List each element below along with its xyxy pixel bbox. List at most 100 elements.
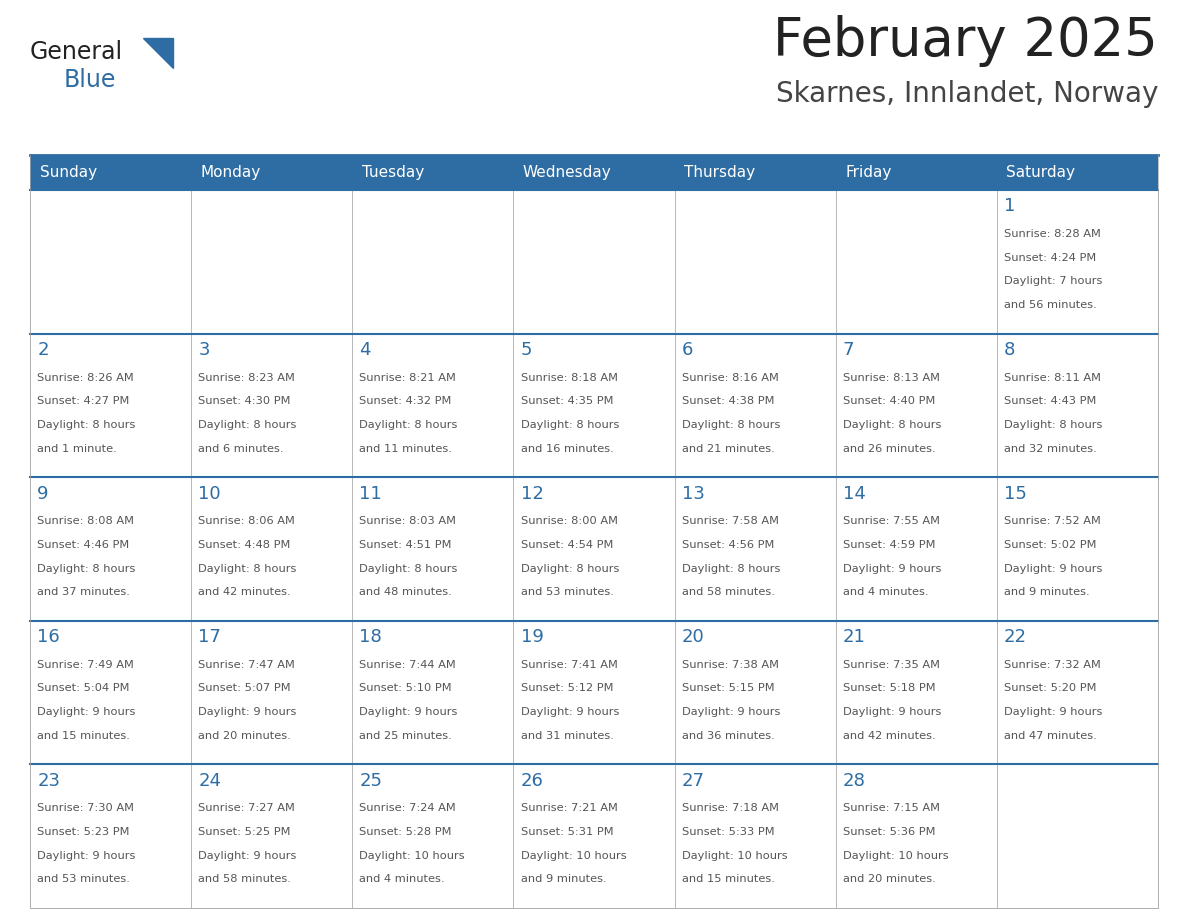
Text: Tuesday: Tuesday (362, 165, 424, 180)
Bar (353, 333, 513, 477)
Text: Sunrise: 7:58 AM: Sunrise: 7:58 AM (682, 516, 778, 526)
Text: Daylight: 9 hours: Daylight: 9 hours (198, 851, 297, 861)
Bar (675, 477, 835, 621)
Text: 15: 15 (1004, 485, 1026, 502)
Text: and 20 minutes.: and 20 minutes. (198, 731, 291, 741)
Text: Sunrise: 7:55 AM: Sunrise: 7:55 AM (842, 516, 940, 526)
Text: 1: 1 (1004, 197, 1016, 216)
Text: Sunset: 4:24 PM: Sunset: 4:24 PM (1004, 252, 1097, 263)
Text: and 32 minutes.: and 32 minutes. (1004, 443, 1097, 453)
Text: Sunrise: 7:18 AM: Sunrise: 7:18 AM (682, 803, 778, 813)
Text: Sunset: 4:54 PM: Sunset: 4:54 PM (520, 540, 613, 550)
Text: Daylight: 9 hours: Daylight: 9 hours (842, 564, 941, 574)
Text: and 11 minutes.: and 11 minutes. (360, 443, 453, 453)
Bar (353, 190, 513, 333)
Bar (191, 477, 353, 621)
Text: Sunrise: 8:21 AM: Sunrise: 8:21 AM (360, 373, 456, 383)
Bar (675, 621, 835, 765)
Bar (30, 333, 191, 477)
Text: Sunset: 5:02 PM: Sunset: 5:02 PM (1004, 540, 1097, 550)
Text: Sunrise: 8:00 AM: Sunrise: 8:00 AM (520, 516, 618, 526)
Text: 14: 14 (842, 485, 866, 502)
Bar (997, 190, 1158, 333)
Bar (835, 621, 997, 765)
Text: and 26 minutes.: and 26 minutes. (842, 443, 935, 453)
Text: Blue: Blue (63, 68, 115, 92)
Text: 20: 20 (682, 628, 704, 646)
Text: 21: 21 (842, 628, 866, 646)
Text: and 15 minutes.: and 15 minutes. (37, 731, 129, 741)
Text: 12: 12 (520, 485, 543, 502)
Text: Sunrise: 7:32 AM: Sunrise: 7:32 AM (1004, 660, 1101, 670)
Bar (513, 477, 675, 621)
Text: Daylight: 8 hours: Daylight: 8 hours (520, 564, 619, 574)
Text: 11: 11 (360, 485, 383, 502)
Text: Sunset: 4:48 PM: Sunset: 4:48 PM (198, 540, 291, 550)
Text: Sunrise: 7:49 AM: Sunrise: 7:49 AM (37, 660, 134, 670)
Text: Daylight: 10 hours: Daylight: 10 hours (360, 851, 465, 861)
Text: Sunrise: 8:11 AM: Sunrise: 8:11 AM (1004, 373, 1101, 383)
Bar (997, 333, 1158, 477)
Text: Skarnes, Innlandet, Norway: Skarnes, Innlandet, Norway (776, 80, 1158, 108)
Text: Daylight: 9 hours: Daylight: 9 hours (682, 707, 781, 717)
Text: Sunset: 4:51 PM: Sunset: 4:51 PM (360, 540, 451, 550)
Text: Sunset: 5:20 PM: Sunset: 5:20 PM (1004, 683, 1097, 693)
Text: Sunset: 5:10 PM: Sunset: 5:10 PM (360, 683, 453, 693)
Text: 23: 23 (37, 772, 61, 789)
Text: Daylight: 8 hours: Daylight: 8 hours (842, 420, 941, 430)
Text: Daylight: 9 hours: Daylight: 9 hours (1004, 564, 1102, 574)
Bar (513, 621, 675, 765)
Text: and 58 minutes.: and 58 minutes. (682, 588, 775, 598)
Text: Sunrise: 8:28 AM: Sunrise: 8:28 AM (1004, 229, 1101, 239)
Text: Daylight: 9 hours: Daylight: 9 hours (37, 851, 135, 861)
Text: 19: 19 (520, 628, 543, 646)
Text: Daylight: 9 hours: Daylight: 9 hours (1004, 707, 1102, 717)
Text: and 9 minutes.: and 9 minutes. (1004, 588, 1089, 598)
Text: Daylight: 9 hours: Daylight: 9 hours (360, 707, 457, 717)
Text: Sunset: 4:59 PM: Sunset: 4:59 PM (842, 540, 935, 550)
Text: Sunset: 4:30 PM: Sunset: 4:30 PM (198, 397, 291, 407)
Bar (30, 155, 1158, 190)
Bar (191, 190, 353, 333)
Text: Daylight: 9 hours: Daylight: 9 hours (37, 707, 135, 717)
Text: and 4 minutes.: and 4 minutes. (360, 875, 446, 884)
Text: 13: 13 (682, 485, 704, 502)
Text: 17: 17 (198, 628, 221, 646)
Text: Daylight: 10 hours: Daylight: 10 hours (842, 851, 948, 861)
Text: Sunrise: 8:13 AM: Sunrise: 8:13 AM (842, 373, 940, 383)
Text: Sunset: 4:46 PM: Sunset: 4:46 PM (37, 540, 129, 550)
Text: and 6 minutes.: and 6 minutes. (198, 443, 284, 453)
Text: Sunset: 5:33 PM: Sunset: 5:33 PM (682, 827, 775, 837)
Text: 28: 28 (842, 772, 866, 789)
Bar (835, 765, 997, 908)
Text: Sunrise: 7:27 AM: Sunrise: 7:27 AM (198, 803, 295, 813)
Text: Daylight: 9 hours: Daylight: 9 hours (842, 707, 941, 717)
Text: and 1 minute.: and 1 minute. (37, 443, 116, 453)
Text: Sunset: 5:18 PM: Sunset: 5:18 PM (842, 683, 935, 693)
Text: Sunrise: 7:35 AM: Sunrise: 7:35 AM (842, 660, 940, 670)
Text: Sunrise: 7:15 AM: Sunrise: 7:15 AM (842, 803, 940, 813)
Bar (513, 190, 675, 333)
Text: Sunset: 4:32 PM: Sunset: 4:32 PM (360, 397, 451, 407)
Bar (997, 477, 1158, 621)
Text: 22: 22 (1004, 628, 1026, 646)
Text: and 16 minutes.: and 16 minutes. (520, 443, 613, 453)
Text: Sunset: 5:28 PM: Sunset: 5:28 PM (360, 827, 451, 837)
Text: Sunrise: 7:30 AM: Sunrise: 7:30 AM (37, 803, 134, 813)
Text: Daylight: 8 hours: Daylight: 8 hours (520, 420, 619, 430)
Text: Daylight: 9 hours: Daylight: 9 hours (520, 707, 619, 717)
Text: Sunset: 5:31 PM: Sunset: 5:31 PM (520, 827, 613, 837)
Text: 2: 2 (37, 341, 49, 359)
Text: Sunrise: 7:24 AM: Sunrise: 7:24 AM (360, 803, 456, 813)
Text: Friday: Friday (845, 165, 891, 180)
Text: Sunrise: 8:23 AM: Sunrise: 8:23 AM (198, 373, 295, 383)
Text: Saturday: Saturday (1006, 165, 1075, 180)
Text: and 58 minutes.: and 58 minutes. (198, 875, 291, 884)
Text: and 56 minutes.: and 56 minutes. (1004, 300, 1097, 310)
Text: Sunset: 4:40 PM: Sunset: 4:40 PM (842, 397, 935, 407)
Text: Sunset: 4:43 PM: Sunset: 4:43 PM (1004, 397, 1097, 407)
Text: and 53 minutes.: and 53 minutes. (37, 875, 129, 884)
Text: and 4 minutes.: and 4 minutes. (842, 588, 928, 598)
Text: and 15 minutes.: and 15 minutes. (682, 875, 775, 884)
Text: and 9 minutes.: and 9 minutes. (520, 875, 606, 884)
